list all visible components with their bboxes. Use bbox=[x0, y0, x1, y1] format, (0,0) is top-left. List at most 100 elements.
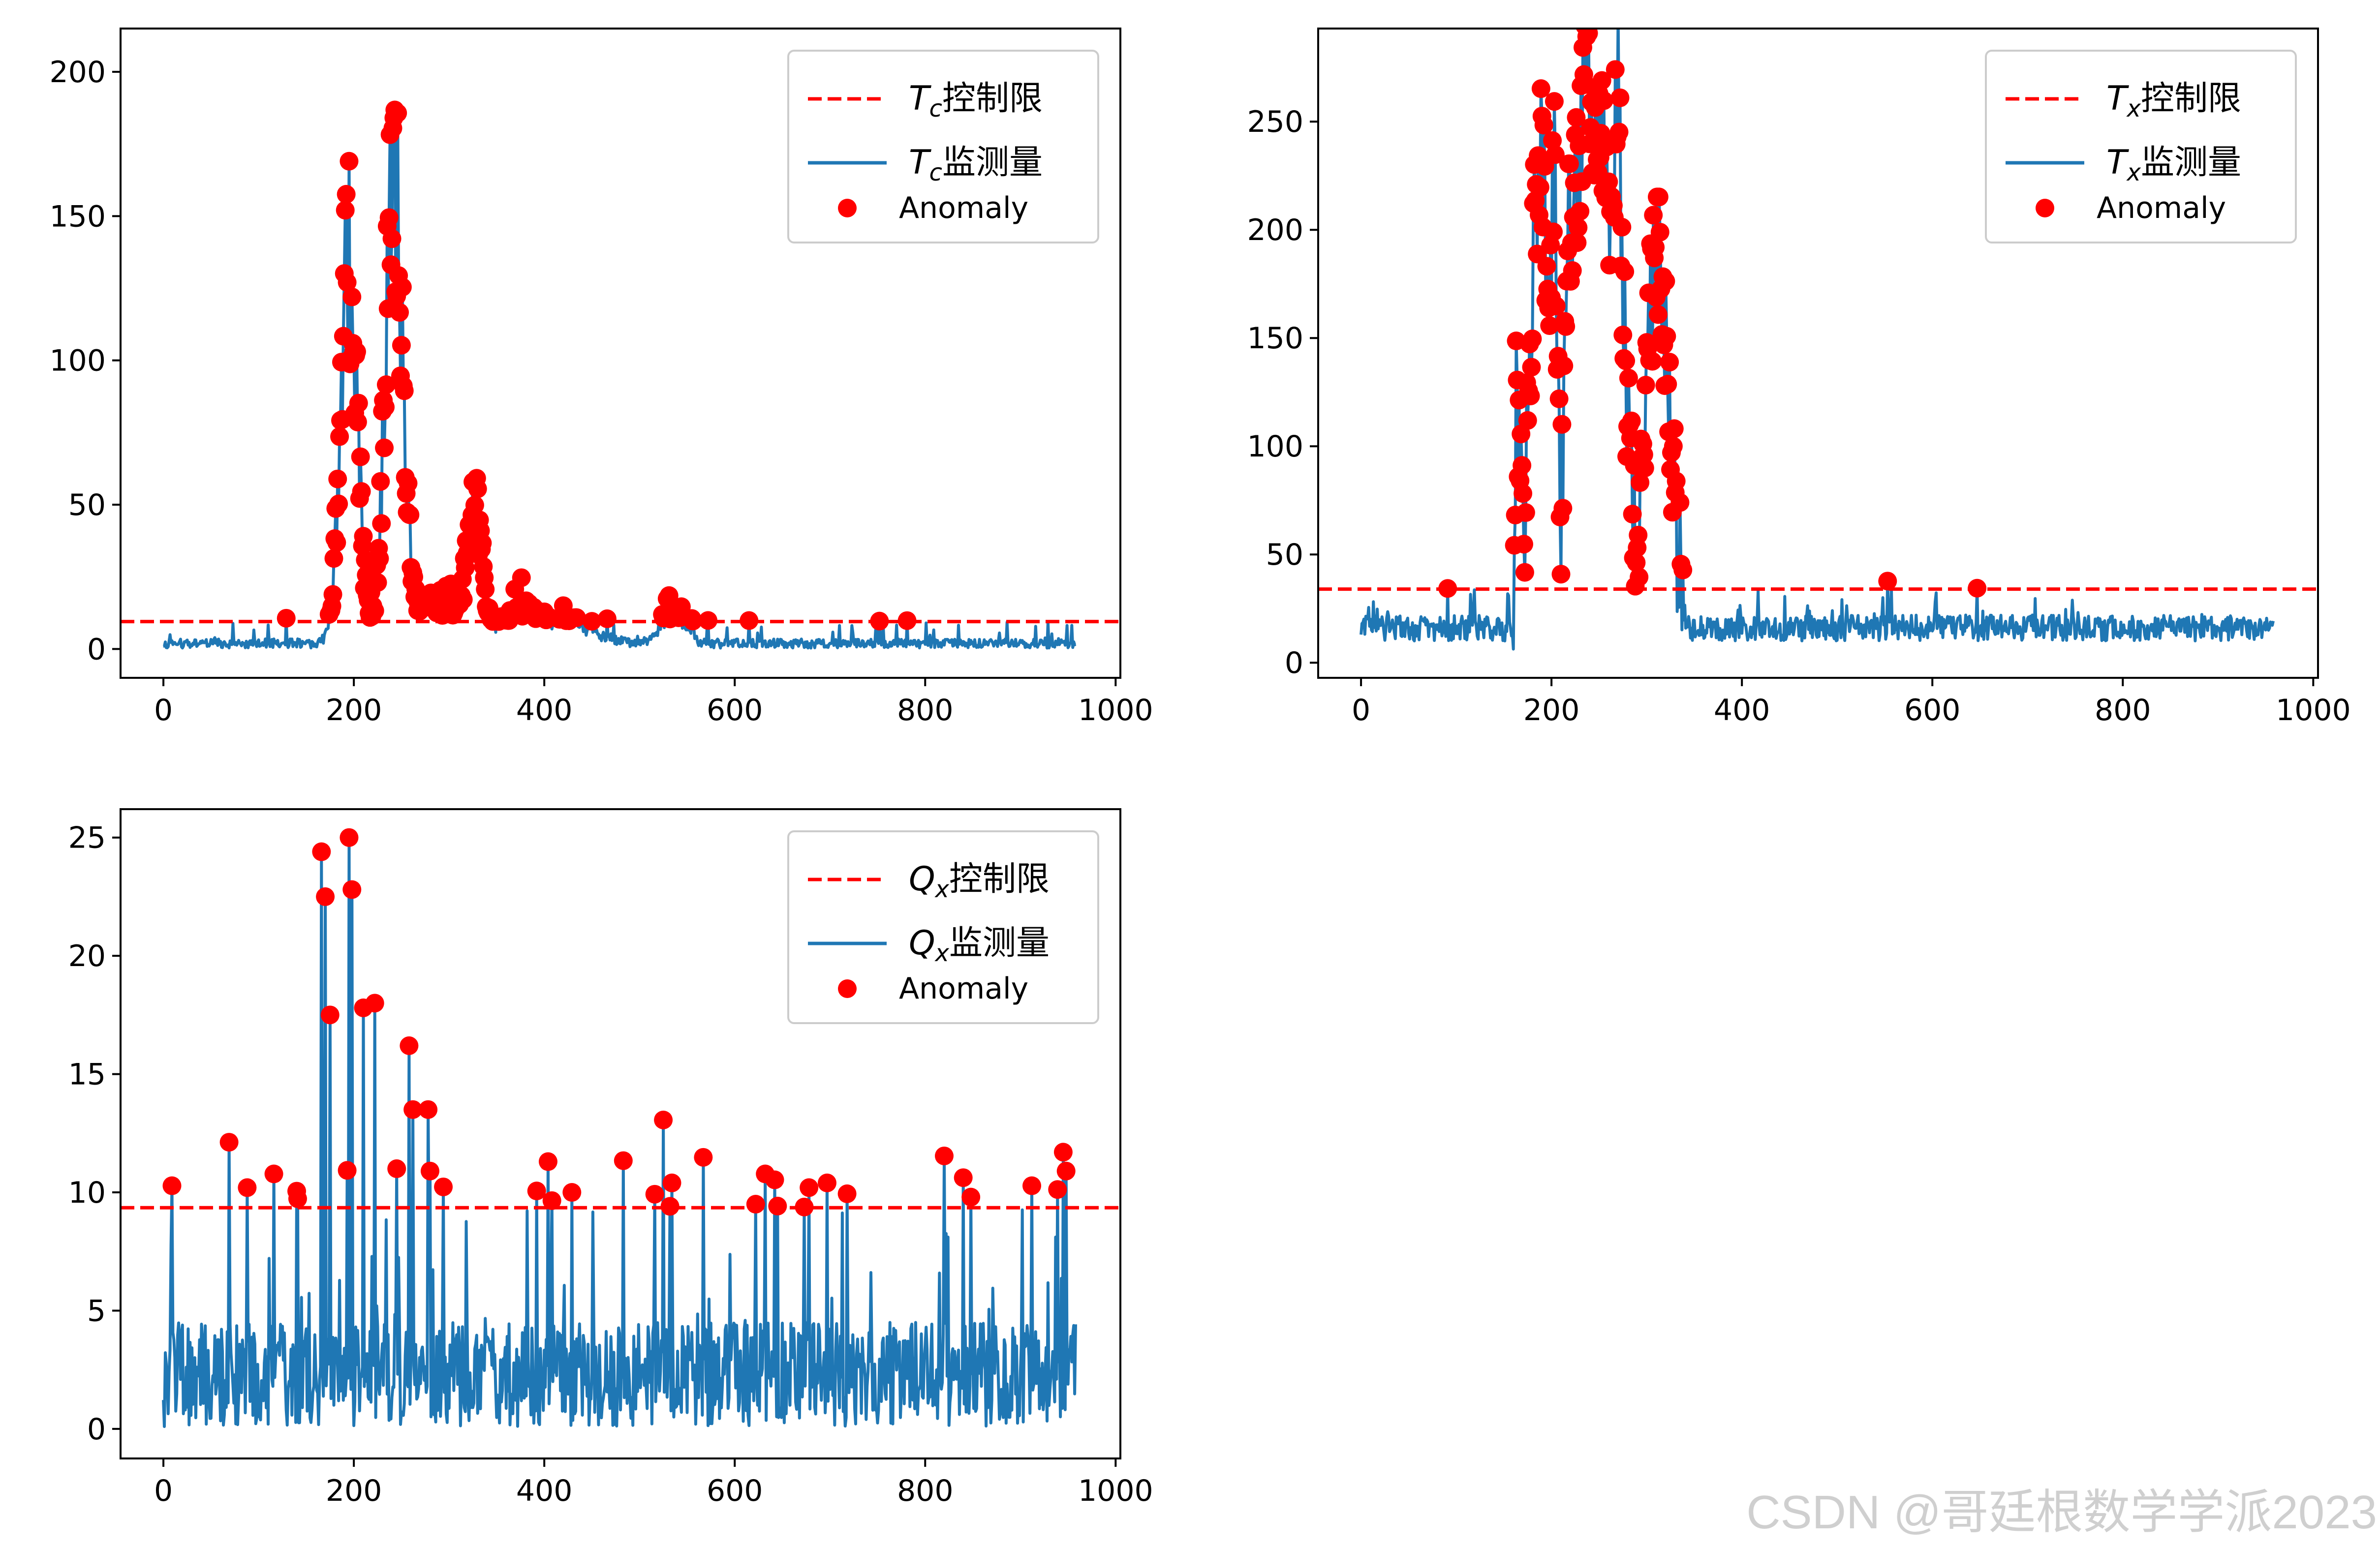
chart-qx: 0 200 400 600 800 1000 0 5 10 15 20 25 Qx控制限 Qx监测量 Ano… bbox=[68, 808, 1153, 1508]
anomaly-point bbox=[1053, 1143, 1073, 1162]
anomaly-point bbox=[390, 303, 409, 322]
anomaly-point bbox=[320, 1005, 340, 1025]
x-tick-label: 200 bbox=[1523, 693, 1580, 728]
anomaly-point bbox=[1613, 325, 1633, 344]
anomaly-point bbox=[768, 1196, 787, 1215]
anomaly-point bbox=[765, 1170, 784, 1189]
anomaly-point bbox=[1438, 579, 1457, 598]
legend: Qx控制限 Qx监测量 Anomaly bbox=[787, 830, 1099, 1024]
x-tick-label: 0 bbox=[154, 693, 173, 728]
anomaly-point bbox=[1619, 368, 1638, 388]
anomaly-point bbox=[1516, 503, 1535, 522]
anomaly-point bbox=[1968, 578, 1987, 598]
legend: Tx控制限 Tx监测量 Anomaly bbox=[1985, 50, 2297, 243]
y-tick-label: 20 bbox=[68, 939, 106, 973]
anomaly-point bbox=[1515, 535, 1534, 554]
legend-control-label: Tc控制限 bbox=[909, 79, 1043, 122]
anomaly-point bbox=[746, 1195, 765, 1214]
anomaly-point bbox=[473, 534, 492, 553]
anomaly-point bbox=[1553, 499, 1573, 518]
anomaly-point bbox=[1648, 305, 1668, 324]
anomaly-point bbox=[1540, 316, 1559, 335]
y-tick-label: 50 bbox=[68, 488, 106, 522]
legend-box bbox=[787, 830, 1099, 1024]
anomaly-point bbox=[542, 1191, 561, 1210]
anomaly-point bbox=[662, 1173, 681, 1192]
anomaly-point bbox=[800, 1178, 819, 1197]
anomaly-point bbox=[219, 1133, 239, 1152]
legend-anomaly-marker bbox=[838, 979, 857, 998]
y-tick-label: 150 bbox=[49, 199, 106, 234]
anomaly-point bbox=[328, 469, 347, 488]
anomaly-point bbox=[401, 505, 420, 524]
legend-monitor-label: Tc监测量 bbox=[909, 143, 1043, 186]
anomaly-point bbox=[1667, 472, 1686, 491]
anomaly-point bbox=[897, 611, 917, 630]
anomaly-point bbox=[323, 585, 342, 604]
anomaly-point bbox=[582, 612, 601, 631]
legend: Tc控制限 Tc监测量 Anomaly bbox=[787, 50, 1099, 243]
anomaly-point bbox=[870, 611, 889, 631]
anomaly-point bbox=[354, 527, 373, 546]
anomaly-point bbox=[1579, 29, 1598, 43]
anomaly-point bbox=[420, 1161, 439, 1181]
anomaly-point bbox=[419, 1100, 438, 1119]
anomaly-point bbox=[1599, 172, 1618, 191]
x-tick-label: 1000 bbox=[2276, 693, 2351, 728]
anomaly-point bbox=[1610, 88, 1630, 107]
anomaly-point bbox=[1673, 560, 1693, 579]
anomaly-point bbox=[795, 1197, 814, 1216]
anomaly-point bbox=[1616, 351, 1636, 370]
y-tick-label: 250 bbox=[1247, 105, 1303, 139]
anomaly-point bbox=[1658, 375, 1677, 394]
anomaly-point bbox=[392, 335, 411, 355]
anomaly-point bbox=[393, 277, 412, 297]
anomaly-point bbox=[1521, 386, 1540, 405]
legend-box bbox=[787, 50, 1099, 243]
chart-tx: 0 200 400 600 800 1000 0 50 100 150 200 250 Tx控制限 Tx监… bbox=[1247, 28, 2351, 728]
anomaly-point bbox=[375, 438, 394, 457]
legend-anomaly-label: Anomaly bbox=[2097, 191, 2226, 225]
anomaly-point bbox=[365, 994, 384, 1013]
anomaly-point bbox=[1594, 91, 1613, 110]
anomaly-point bbox=[817, 1173, 836, 1192]
axes-frame bbox=[1317, 28, 2319, 679]
anomaly-point bbox=[562, 1183, 582, 1202]
anomaly-point bbox=[567, 608, 586, 627]
y-tick-label: 10 bbox=[68, 1176, 106, 1210]
anomaly-point bbox=[614, 1151, 633, 1170]
anomaly-point bbox=[336, 201, 355, 220]
anomaly-point bbox=[238, 1178, 257, 1197]
anomaly-point bbox=[312, 842, 331, 861]
anomaly-point bbox=[352, 482, 371, 501]
anomaly-point bbox=[1657, 327, 1676, 346]
anomaly-point bbox=[434, 1177, 453, 1196]
anomaly-point bbox=[837, 1184, 857, 1203]
anomaly-point bbox=[660, 1197, 680, 1216]
anomaly-point bbox=[476, 580, 495, 599]
anomaly-point bbox=[1537, 257, 1556, 276]
legend-anomaly-marker bbox=[838, 199, 857, 217]
x-tick-label: 0 bbox=[1352, 693, 1370, 728]
anomaly-point bbox=[1609, 122, 1629, 142]
anomaly-points bbox=[162, 828, 1076, 1216]
anomaly-point bbox=[527, 1182, 546, 1201]
anomaly-point bbox=[683, 611, 703, 631]
anomaly-point bbox=[597, 609, 617, 628]
anomaly-point bbox=[654, 1110, 673, 1129]
anomaly-point bbox=[645, 1184, 664, 1204]
anomaly-point bbox=[1545, 145, 1565, 164]
anomaly-point bbox=[538, 1152, 557, 1171]
y-tick-label: 200 bbox=[1247, 213, 1303, 247]
legend-monitor-label: Tx监测量 bbox=[2106, 143, 2241, 186]
anomaly-point bbox=[1635, 458, 1654, 478]
anomaly-point bbox=[330, 427, 349, 446]
anomaly-point bbox=[1546, 297, 1566, 316]
legend-anomaly-label: Anomaly bbox=[899, 971, 1028, 1006]
anomaly-point bbox=[1551, 565, 1571, 584]
anomaly-point bbox=[740, 611, 759, 630]
x-tick-label: 400 bbox=[1714, 693, 1770, 728]
plot-area bbox=[1318, 29, 2318, 651]
x-tick-label: 600 bbox=[1904, 693, 1961, 728]
plot-area bbox=[121, 828, 1120, 1428]
